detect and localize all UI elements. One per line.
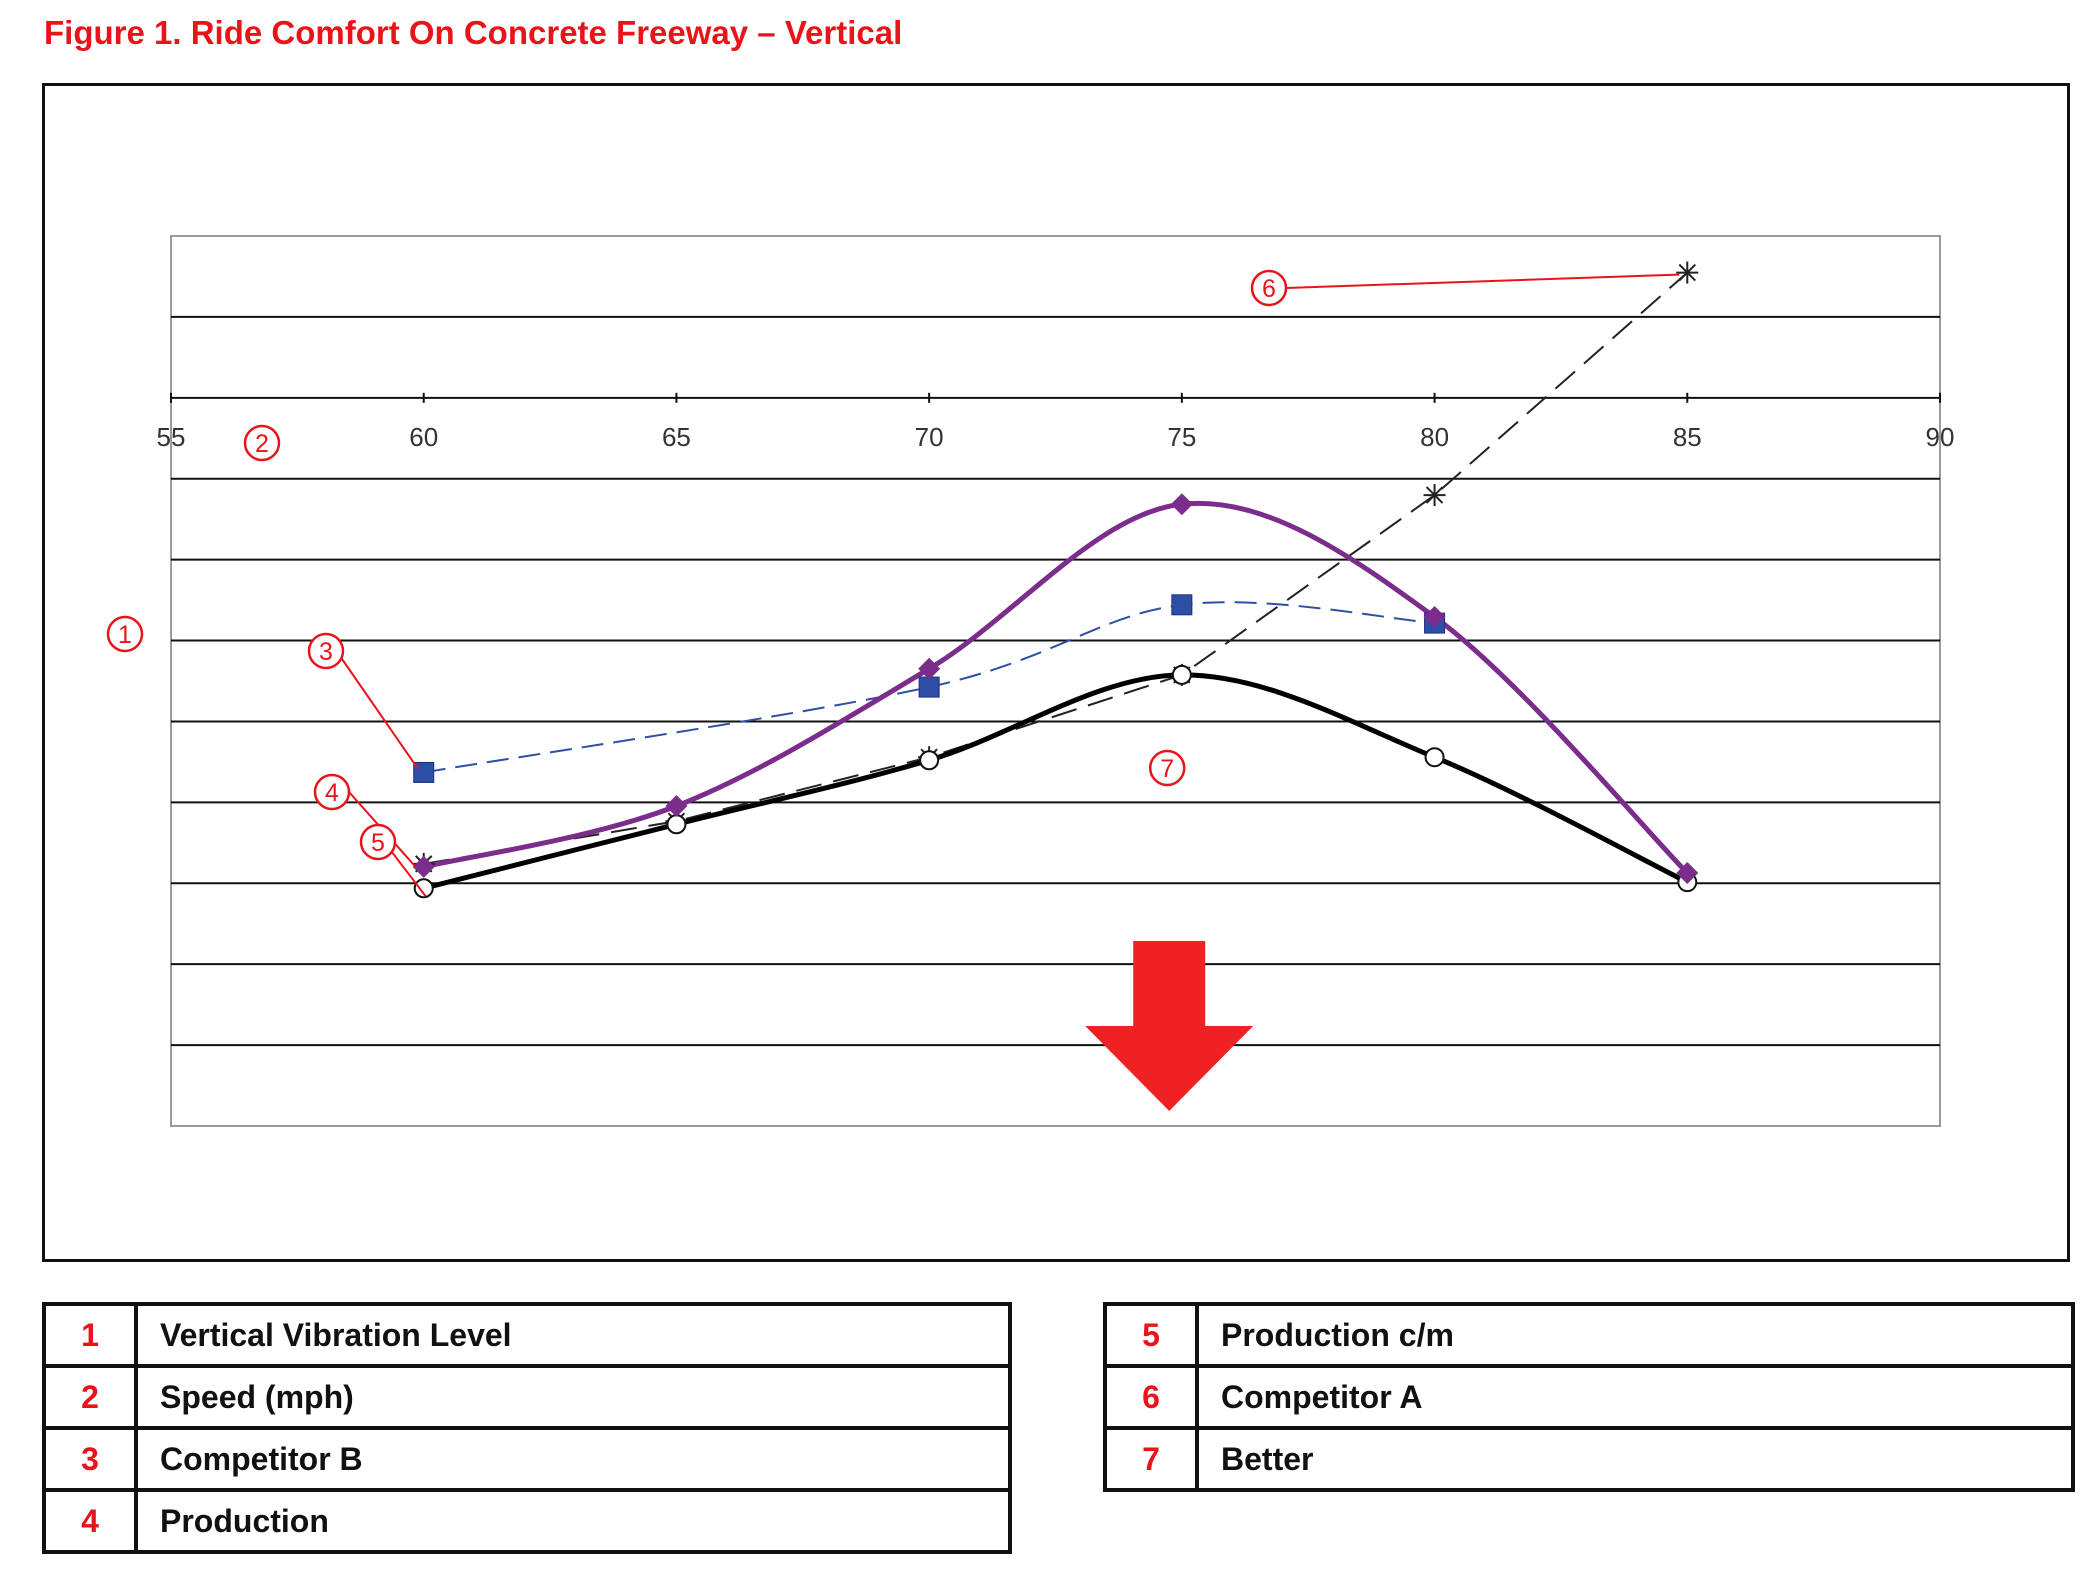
marker-competitor-a (1423, 484, 1446, 507)
callout-competitor-b-leader (341, 658, 419, 770)
x-tick-label: 85 (1673, 422, 1702, 452)
legend-label: Better (1195, 1426, 2075, 1492)
legend-number: 4 (42, 1488, 138, 1554)
callout-competitor-a-leader (1285, 273, 1680, 289)
plot-border (170, 235, 1941, 1127)
better-arrow-shape (1085, 941, 1254, 1111)
callout-production-number: 4 (325, 779, 339, 807)
chart-frame: 55 60 65 70 75 80 85 90 1 2 3 4 5 6 7 (42, 83, 2070, 1262)
legend-label: Production (134, 1488, 1012, 1554)
marker-competitor-b (918, 676, 940, 698)
marker-production-cm (666, 814, 687, 835)
star-stroke (1425, 486, 1444, 504)
marker-layer (412, 261, 1699, 899)
legend-number: 5 (1103, 1302, 1199, 1368)
marker-production (1170, 493, 1193, 516)
legend-label: Speed (mph) (134, 1364, 1012, 1430)
legend-row: 1 Vertical Vibration Level (42, 1302, 1012, 1368)
x-tick-label: 55 (157, 422, 186, 452)
x-tick-label: 70 (915, 422, 944, 452)
callout-production-cm-circle (359, 823, 397, 861)
callout-better-circle (1148, 749, 1186, 787)
callout-speed-circle (243, 424, 281, 462)
callout-vibration-level-circle (106, 615, 144, 653)
chart-canvas: 55 60 65 70 75 80 85 90 1 2 3 4 5 6 7 (106, 235, 1955, 1127)
series-production-cm-line (423, 672, 1689, 891)
x-tick-label: 75 (1167, 422, 1196, 452)
plot-area (170, 235, 1941, 1127)
series-production-line (423, 500, 1690, 875)
legend-row: 2 Speed (mph) (42, 1364, 1012, 1430)
callout-speed-number: 2 (255, 430, 269, 458)
legend-table-left: 1 Vertical Vibration Level 2 Speed (mph)… (42, 1302, 1012, 1554)
x-tick-labels: 55 60 65 70 75 80 85 90 (157, 392, 1955, 452)
callout-competitor-a-circle (1250, 269, 1288, 307)
marker-production (412, 855, 435, 878)
legend-number: 1 (42, 1302, 138, 1368)
marker-competitor-b (1171, 594, 1193, 616)
x-tick-label: 80 (1420, 422, 1449, 452)
gridlines (171, 315, 1940, 1047)
callout-competitor-b-circle (307, 632, 345, 670)
series-competitor-a-line (423, 271, 1688, 865)
legend-number: 2 (42, 1364, 138, 1430)
marker-production-cm (1171, 664, 1192, 685)
series-competitor-b-line (423, 601, 1435, 774)
marker-competitor-b (413, 761, 435, 783)
legend-table-right: 5 Production c/m 6 Competitor A 7 Better (1103, 1302, 2075, 1492)
callout-competitor-a-number: 6 (1262, 275, 1276, 303)
legend-label: Vertical Vibration Level (134, 1302, 1012, 1368)
series-layer (423, 271, 1690, 891)
marker-production (1676, 862, 1699, 885)
callout-production-cm-number: 5 (371, 829, 385, 857)
better-arrow (1085, 941, 1254, 1111)
legend-row: 3 Competitor B (42, 1426, 1012, 1492)
legend-number: 3 (42, 1426, 138, 1492)
legend-row: 6 Competitor A (1103, 1364, 2075, 1430)
figure-title: Figure 1. Ride Comfort On Concrete Freew… (44, 14, 903, 51)
marker-production-cm (919, 750, 940, 771)
legend-number: 6 (1103, 1364, 1199, 1430)
marker-production (918, 657, 941, 680)
callout-layer: 1 2 3 4 5 6 7 (106, 269, 1680, 897)
marker-production-cm (413, 878, 434, 899)
legend-row: 4 Production (42, 1488, 1012, 1554)
legend-label: Production c/m (1195, 1302, 2075, 1368)
legend-label: Competitor A (1195, 1364, 2075, 1430)
callout-better-number: 7 (1160, 755, 1174, 783)
marker-production (665, 794, 688, 817)
marker-production-cm (1424, 747, 1445, 768)
marker-production (1423, 605, 1446, 628)
legend-row: 7 Better (1103, 1426, 2075, 1492)
callout-vibration-level-number: 1 (118, 621, 132, 649)
legend-row: 5 Production c/m (1103, 1302, 2075, 1368)
x-tick-label: 65 (662, 422, 691, 452)
callout-competitor-b-number: 3 (319, 638, 333, 666)
star-stroke (1678, 263, 1696, 282)
x-tick-label: 90 (1926, 422, 1955, 452)
legend-number: 7 (1103, 1426, 1199, 1492)
x-tick-label: 60 (409, 422, 438, 452)
callout-production-circle (313, 773, 351, 811)
legend-label: Competitor B (134, 1426, 1012, 1492)
marker-competitor-a (1676, 261, 1699, 284)
